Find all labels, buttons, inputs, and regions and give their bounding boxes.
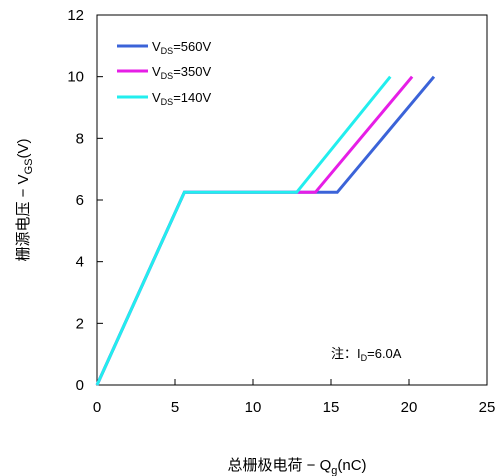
- y-tick-label: 12: [67, 7, 84, 24]
- legend-label-140v: VDS=140V: [152, 90, 211, 107]
- x-tick-label: 10: [245, 399, 262, 416]
- legend-label-350v: VDS=350V: [152, 64, 211, 81]
- y-tick-label: 10: [67, 69, 84, 86]
- plot-area: [96, 14, 488, 386]
- x-tick-label: 15: [323, 399, 340, 416]
- x-axis-label: 总栅极电荷 − Qg(nC): [227, 457, 366, 476]
- y-tick-label: 6: [76, 192, 84, 209]
- series-group: [95, 75, 436, 386]
- legend: VDS=560V VDS=350V VDS=140V: [117, 39, 211, 107]
- y-tick-label: 2: [76, 315, 84, 332]
- series-line-140v: [95, 75, 392, 386]
- legend-label-560v: VDS=560V: [152, 39, 211, 56]
- axis-ticks: 0 5 10 15 20 25 0 2 4 6 8 10 12: [67, 7, 495, 416]
- y-tick-label: 8: [76, 130, 84, 147]
- x-tick-label: 0: [93, 399, 101, 416]
- x-tick-label: 5: [171, 399, 179, 416]
- y-tick-label: 0: [76, 377, 84, 394]
- y-axis-label: 栅源电压 − VGS(V): [15, 138, 35, 261]
- x-tick-label: 20: [401, 399, 418, 416]
- x-tick-label: 25: [479, 399, 496, 416]
- y-tick-label: 4: [76, 254, 84, 271]
- condition-annotation: 注：ID=6.0A: [331, 346, 402, 363]
